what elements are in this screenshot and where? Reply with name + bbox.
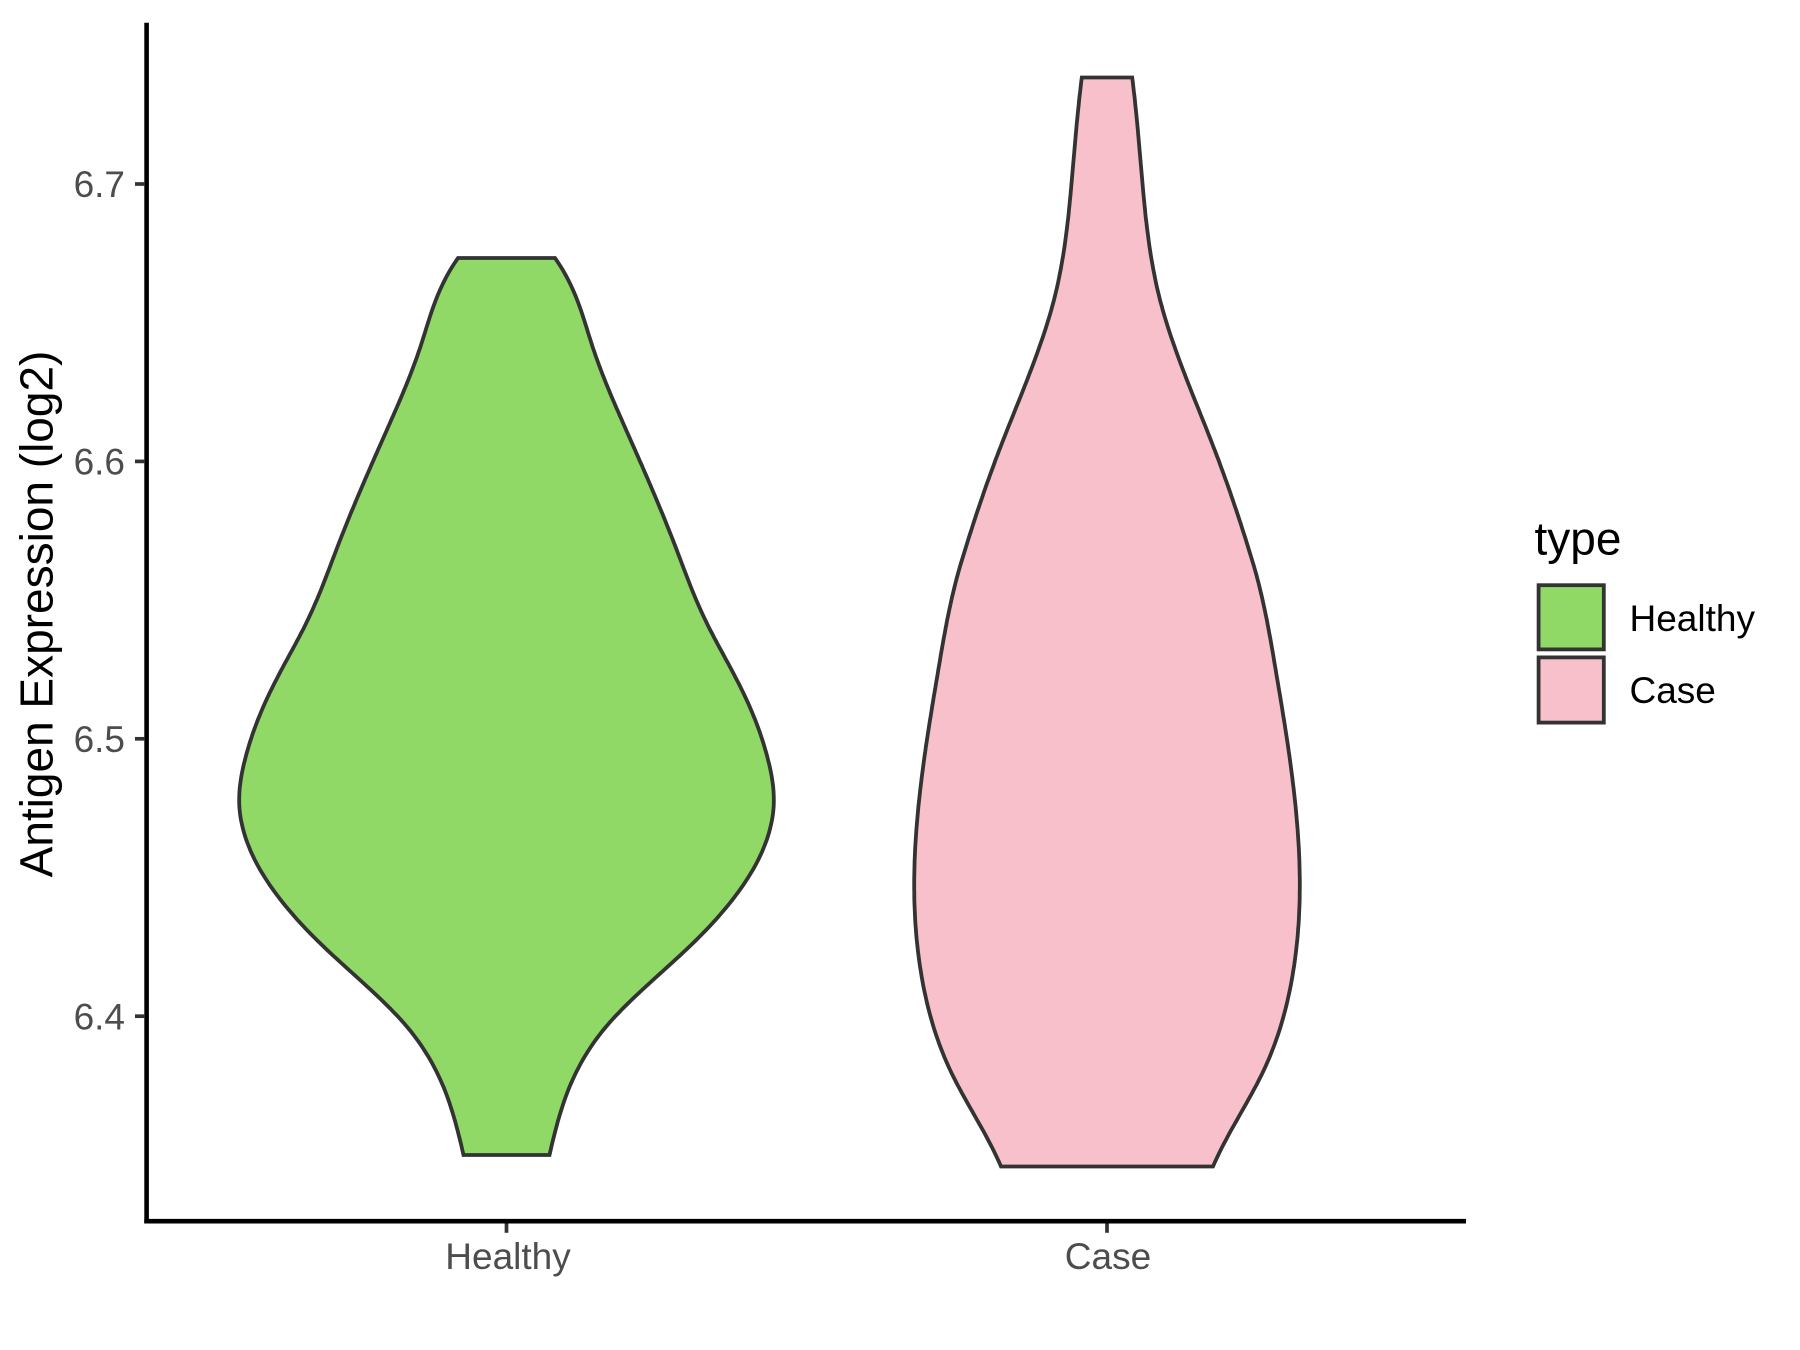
svg-text:Antigen Expression (log2): Antigen Expression (log2)	[11, 351, 63, 878]
svg-text:Case: Case	[1065, 1236, 1151, 1277]
svg-text:6.5: 6.5	[74, 719, 125, 760]
svg-text:6.6: 6.6	[74, 442, 125, 483]
svg-text:6.4: 6.4	[74, 996, 125, 1037]
svg-text:type: type	[1535, 513, 1622, 565]
svg-text:Case: Case	[1630, 670, 1716, 711]
svg-text:6.7: 6.7	[74, 164, 125, 205]
svg-text:Healthy: Healthy	[445, 1236, 571, 1277]
svg-text:Healthy: Healthy	[1630, 598, 1756, 639]
